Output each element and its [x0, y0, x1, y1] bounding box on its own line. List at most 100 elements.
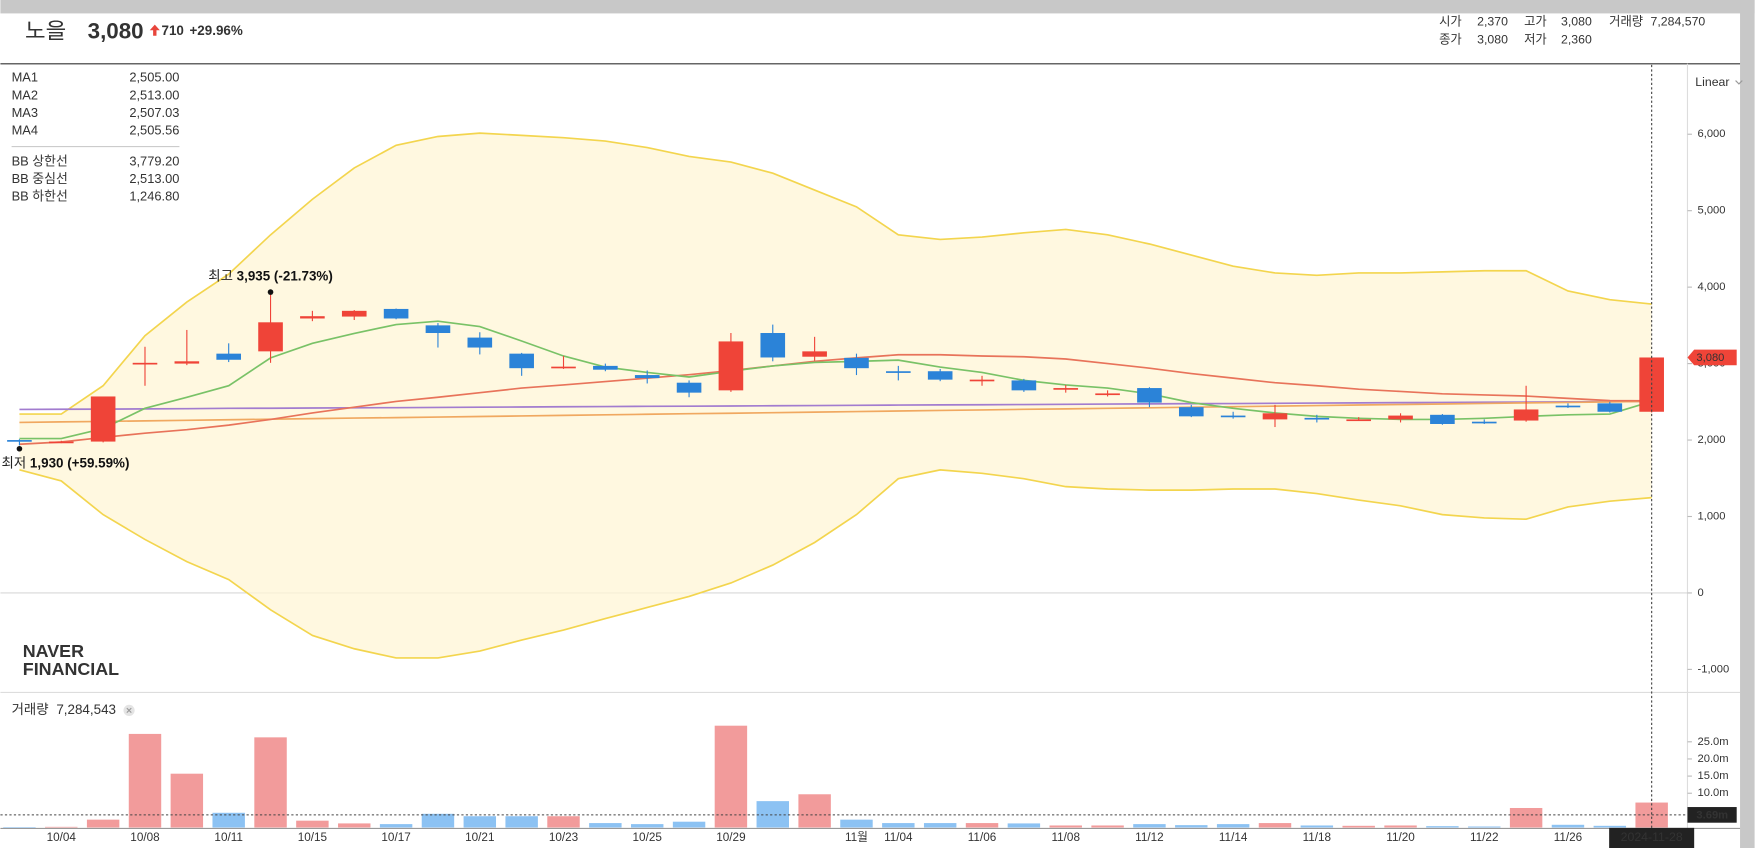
- annotation-label: 최저: [2, 455, 27, 470]
- stat-label: 고가: [1524, 15, 1547, 29]
- annotation-text: 3,935 (-21.73%): [237, 268, 333, 283]
- candle-body: [174, 361, 200, 364]
- close-volume-x[interactable]: [126, 707, 132, 714]
- candle-body: [383, 308, 409, 319]
- stat-value: 3,080: [1477, 33, 1508, 47]
- x-tick-label: 10/04: [47, 831, 77, 844]
- x-tick-label: 10/15: [298, 831, 328, 844]
- volume-bar: [254, 737, 287, 828]
- annotation: 최저 1,930 (+59.59%): [2, 455, 130, 470]
- candle-body: [1011, 380, 1037, 391]
- volume-bar: [1091, 825, 1124, 828]
- legend-value: 1,246.80: [129, 188, 179, 203]
- candle-body: [1137, 388, 1162, 403]
- y-tick-label: 4,000: [1698, 281, 1726, 293]
- volume-title: 거래량: [12, 702, 49, 717]
- price-tag: [1687, 349, 1737, 366]
- y-tick-label: 20.0m: [1698, 753, 1729, 765]
- crosshair-date-tag: [1609, 827, 1695, 848]
- stat-value: 3,080: [1561, 15, 1592, 29]
- volume-bar: [798, 794, 831, 828]
- volume-bar: [1258, 823, 1292, 828]
- y-tick-label: 15.0m: [1698, 770, 1729, 782]
- price-plot: [7, 132, 1664, 659]
- scale-label: Linear: [1695, 75, 1729, 89]
- legend-value: 3,779.20: [129, 154, 179, 169]
- ma-line: [19, 400, 1652, 411]
- volume-bar: [1551, 824, 1585, 828]
- volume-bar: [882, 823, 915, 828]
- volume-bar: [421, 813, 455, 828]
- x-tick-label: 11/22: [1470, 831, 1499, 844]
- x-tick-label: 10/29: [716, 831, 745, 844]
- candle-body: [1471, 421, 1497, 424]
- price-tag-label: 3,080: [1696, 352, 1724, 364]
- candle-body: [341, 310, 367, 317]
- volume-bar: [589, 823, 622, 828]
- crosshair-value-tag: [1687, 807, 1737, 823]
- volume-bar: [296, 820, 329, 828]
- volume-bar: [1175, 825, 1208, 828]
- annotation-text: 1,930 (+59.59%): [30, 455, 129, 470]
- y-tick-label: 1,000: [1698, 510, 1726, 522]
- stat-label: 저가: [1524, 33, 1547, 47]
- volume-bar: [965, 823, 999, 828]
- candle-body: [927, 371, 953, 380]
- volume-bar: [1300, 825, 1334, 828]
- legend-name: MA1: [12, 70, 38, 85]
- legend-value: 2,505.00: [129, 70, 179, 85]
- x-tick-label: 11월: [845, 831, 868, 844]
- current-price: 3,080: [88, 18, 144, 43]
- volume-bar: [463, 816, 497, 828]
- candle-body: [969, 379, 995, 382]
- legend-value: 2,513.00: [129, 87, 179, 102]
- x-tick-label: 11/14: [1219, 831, 1248, 844]
- candle-body: [425, 325, 451, 334]
- candle-body: [1220, 415, 1246, 418]
- candle-body: [48, 441, 74, 444]
- volume-bar: [1007, 823, 1041, 828]
- legend-value: 2,507.03: [129, 105, 179, 120]
- annotation-dot: [267, 289, 274, 295]
- volume-bar: [1049, 825, 1082, 828]
- candle-body: [802, 351, 827, 357]
- volume-bar: [672, 821, 706, 828]
- volume-bar: [505, 816, 538, 828]
- legend-name: MA4: [12, 122, 38, 137]
- volume-bar: [1509, 807, 1543, 828]
- x-tick-label: 10/11: [214, 831, 243, 844]
- volume-bar: [338, 823, 371, 828]
- y-tick-label: 6,000: [1698, 128, 1726, 140]
- ma-line: [19, 353, 1652, 446]
- candle-body: [1304, 417, 1330, 420]
- scale-dropdown-chevron[interactable]: [1735, 80, 1743, 85]
- y-tick-label: 0: [1698, 587, 1704, 599]
- candle-body: [593, 365, 618, 370]
- volume-bar: [128, 733, 162, 828]
- candle-body: [90, 396, 116, 442]
- y-tick-label: 25.0m: [1698, 736, 1729, 748]
- frame-right: [1740, 0, 1755, 848]
- stat-label: 시가: [1439, 15, 1462, 29]
- x-tick-label: 10/08: [130, 831, 160, 844]
- volume-value: 7,284,543: [56, 702, 116, 717]
- candle-body: [1388, 415, 1413, 420]
- candle-body: [300, 316, 325, 319]
- volume-bar: [86, 819, 120, 828]
- annotation-dot: [16, 445, 23, 452]
- band-line: [19, 469, 1652, 659]
- x-tick-label: 11/12: [1135, 831, 1164, 844]
- candle-body: [1262, 413, 1288, 420]
- x-tick-label: 10/21: [465, 831, 494, 844]
- candle-body: [7, 440, 32, 442]
- volume-bar: [170, 773, 204, 828]
- stat-label: 거래량: [1609, 15, 1643, 29]
- volume-bar: [1216, 824, 1250, 828]
- volume-bar: [1426, 826, 1459, 828]
- stock-name: 노을: [25, 18, 66, 43]
- volume-bar: [923, 823, 957, 828]
- x-tick-label: 10/17: [381, 831, 410, 844]
- price-change-pct: +29.96%: [189, 23, 242, 38]
- candle-body: [509, 353, 534, 369]
- legend-name: BB 중심선: [12, 171, 68, 186]
